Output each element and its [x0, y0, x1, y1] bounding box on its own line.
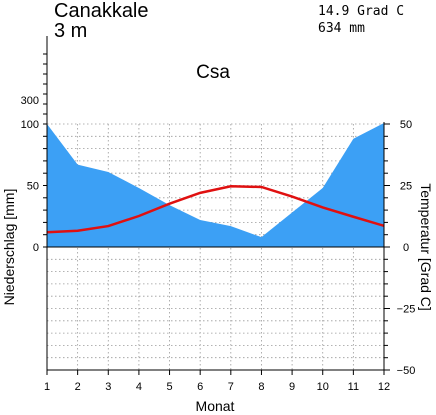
- axes: [43, 36, 390, 375]
- precipitation-point: [260, 236, 262, 238]
- precipitation-area: [47, 123, 384, 247]
- x-tick-label: 8: [258, 381, 264, 393]
- y-right-tick-label: 0: [403, 242, 409, 254]
- temperature-point: [260, 186, 262, 188]
- y-left-tick-label: 0: [33, 242, 39, 254]
- precipitation-point: [138, 187, 140, 189]
- temperature-point: [230, 185, 232, 187]
- x-tick-label: 10: [317, 381, 329, 393]
- temperature-point: [138, 215, 140, 217]
- precipitation-point: [77, 164, 79, 166]
- station-elevation: 3 m: [54, 20, 88, 42]
- temperature-point: [46, 231, 48, 233]
- temperature-point: [169, 203, 171, 205]
- y-left-tick-label: 100: [21, 119, 39, 131]
- x-tick-label: 7: [228, 381, 234, 393]
- y-right-tick-label: −50: [397, 365, 416, 377]
- precipitation-point: [352, 138, 354, 140]
- y-left-tick-label: 50: [27, 181, 39, 193]
- temperature-point: [77, 230, 79, 232]
- x-tick-label: 3: [105, 381, 111, 393]
- x-axis-label: Monat: [196, 398, 235, 414]
- x-tick-label: 4: [136, 381, 142, 393]
- y-right-tick-label: 25: [400, 181, 412, 193]
- x-tick-label: 5: [166, 381, 172, 393]
- temperature-point: [322, 206, 324, 208]
- x-tick-label: 2: [75, 381, 81, 393]
- x-tick-label: 6: [197, 381, 203, 393]
- x-tick-label: 9: [289, 381, 295, 393]
- x-tick-label: 1: [44, 381, 50, 393]
- precipitation-point: [230, 225, 232, 227]
- temperature-point: [352, 216, 354, 218]
- annual-precipitation: 634 mm: [318, 21, 365, 36]
- precipitation-point: [107, 171, 109, 173]
- y-right-tick-label: −25: [397, 304, 416, 316]
- temperature-point: [383, 225, 385, 227]
- y-axis-right-label: Temperatur [Grad C]: [418, 183, 434, 311]
- temperature-point: [291, 196, 293, 198]
- mean-temperature: 14.9 Grad C: [318, 4, 405, 19]
- y-right-tick-label: 50: [400, 119, 412, 131]
- y-left-tick-label: 300: [21, 95, 39, 107]
- precipitation-point: [383, 122, 385, 124]
- station-name: Canakkale: [54, 0, 149, 22]
- precipitation-point: [322, 187, 324, 189]
- temperature-point: [199, 192, 201, 194]
- precipitation-point: [291, 212, 293, 214]
- precipitation-point: [199, 219, 201, 221]
- y-axis-left-label: Niederschlag [mm]: [1, 189, 17, 306]
- temperature-line: [46, 184, 385, 234]
- temperature-point: [107, 225, 109, 227]
- x-tick-label: 11: [348, 381, 359, 393]
- precipitation-point: [46, 123, 48, 125]
- climate-classification: Csa: [196, 62, 230, 83]
- x-tick-label: 12: [378, 381, 390, 393]
